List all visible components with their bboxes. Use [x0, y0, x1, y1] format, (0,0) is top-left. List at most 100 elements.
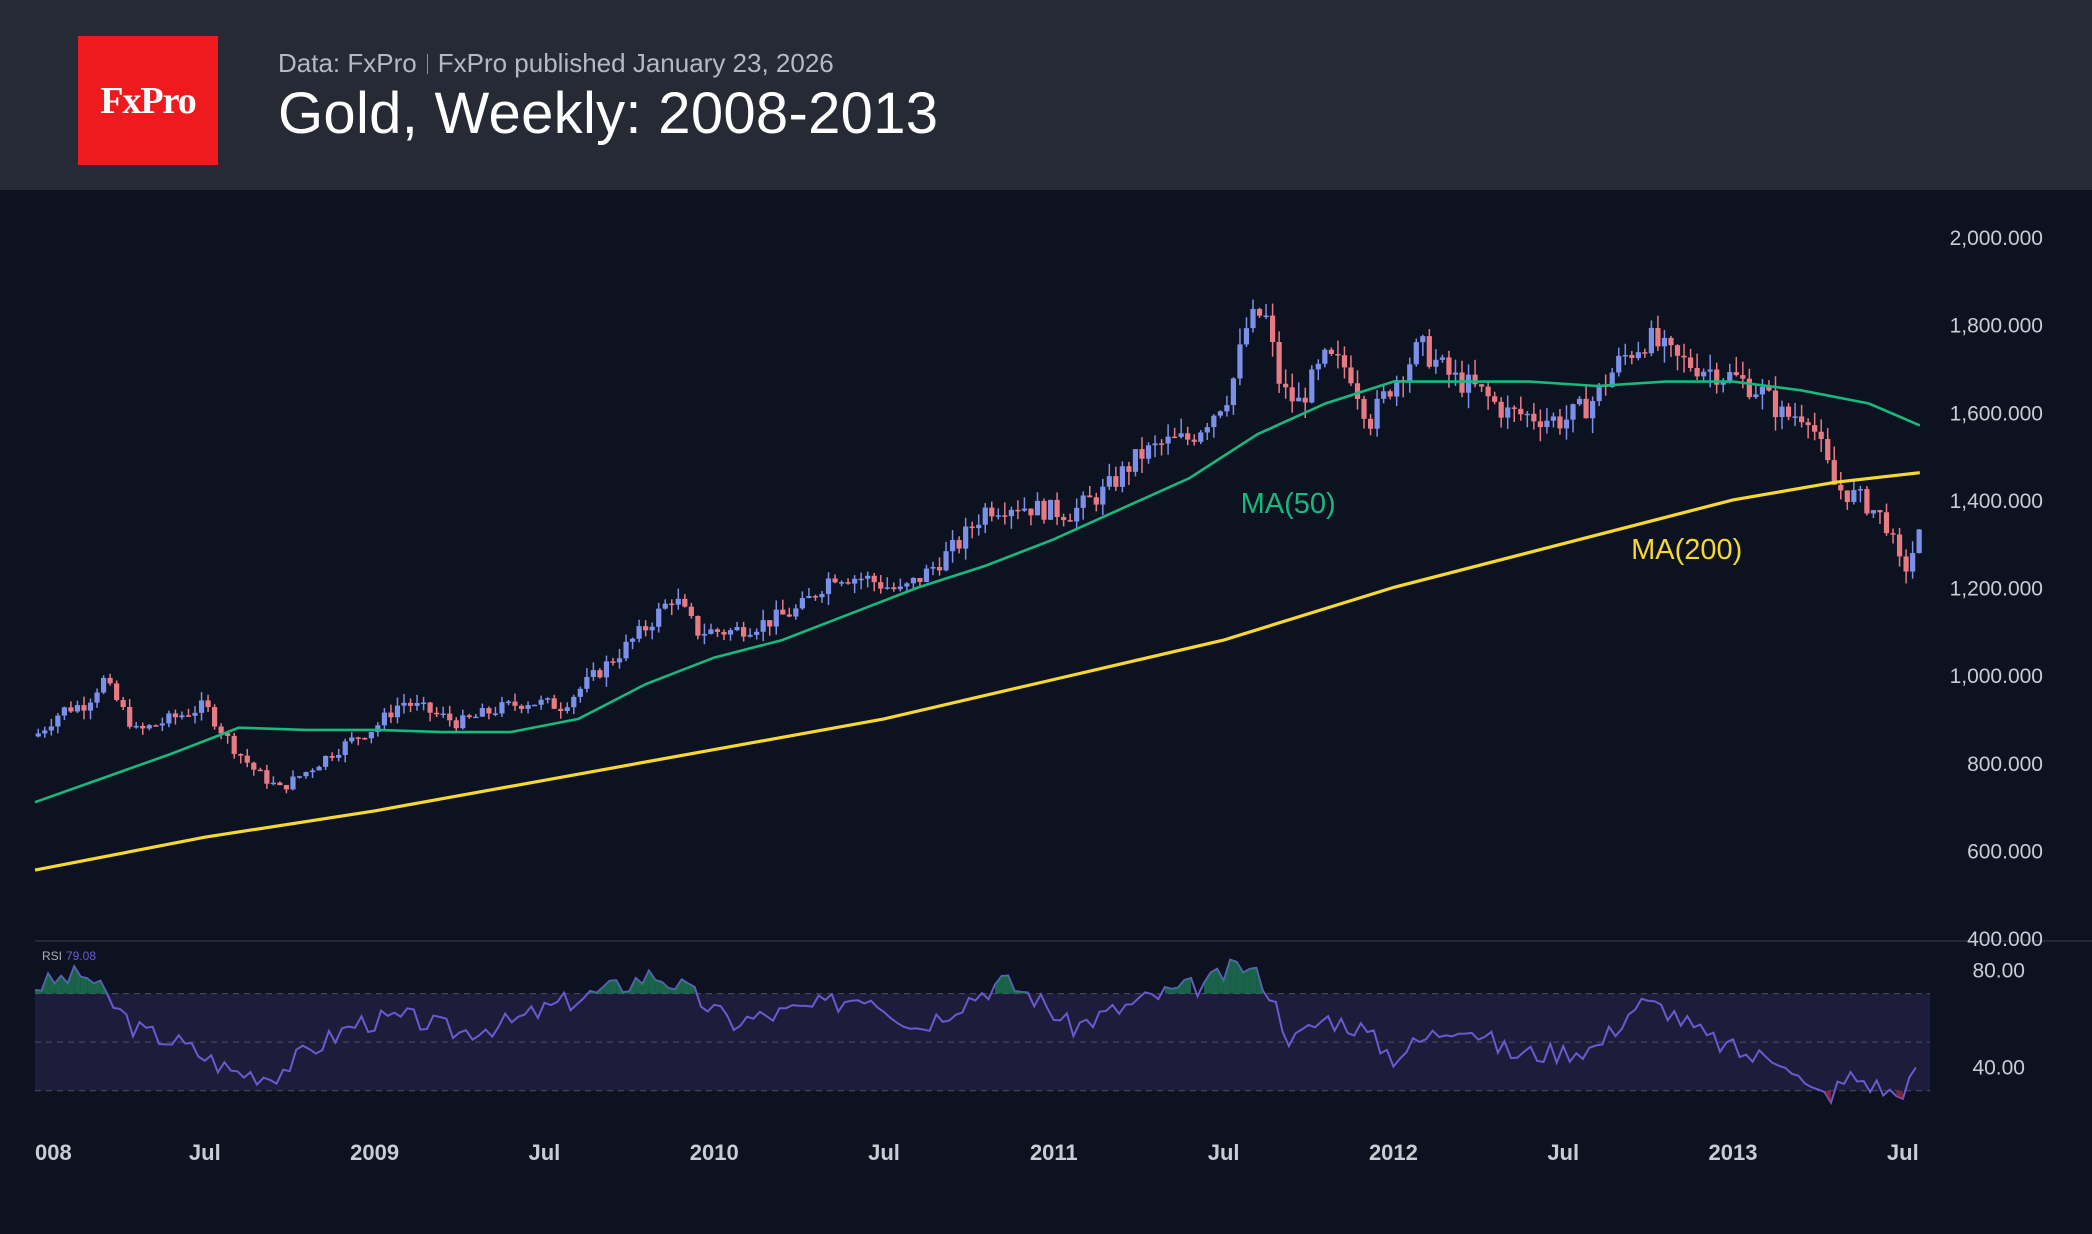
candle: [153, 724, 159, 727]
candle: [1420, 334, 1426, 357]
candle: [1034, 492, 1041, 516]
candle: [198, 692, 205, 721]
candle: [1021, 497, 1028, 512]
candle: [865, 571, 871, 588]
candle: [1132, 449, 1139, 477]
candle: [551, 694, 557, 710]
candle: [1381, 385, 1387, 404]
candle: [1008, 506, 1014, 529]
candle: [492, 706, 499, 717]
candle: [963, 517, 969, 560]
candle: [1687, 348, 1694, 372]
candle: [1067, 513, 1073, 522]
candle: [1270, 303, 1276, 357]
candle: [172, 709, 179, 725]
candle: [936, 557, 943, 576]
candle: [1563, 405, 1570, 440]
candle: [852, 575, 858, 594]
candle: [1498, 397, 1504, 428]
candle: [1838, 471, 1844, 500]
candle: [949, 530, 956, 563]
candle: [897, 578, 903, 592]
candle: [956, 536, 962, 554]
annotation-ma50: MA(50): [1241, 488, 1336, 520]
candle: [466, 713, 472, 719]
candle: [1890, 528, 1896, 544]
candle: [368, 731, 374, 744]
candle: [303, 771, 309, 779]
ma200-line: [34, 471, 1920, 872]
rsi-overbought-fill: [100, 980, 107, 994]
candle: [760, 609, 766, 642]
candle: [1772, 376, 1779, 431]
candle: [81, 696, 87, 720]
rsi-overbought-fill: [995, 976, 1002, 994]
candle: [727, 627, 734, 641]
candle: [878, 575, 884, 594]
annotation-ma200: MA(200): [1631, 534, 1742, 566]
candle: [61, 706, 67, 721]
candle: [1139, 437, 1145, 474]
candle: [1289, 373, 1295, 413]
candle: [1400, 376, 1406, 398]
rsi-overbought-fill: [1236, 961, 1244, 994]
candle: [127, 699, 133, 729]
published-date: FxPro published January 23, 2026: [437, 48, 834, 78]
candle: [1309, 365, 1315, 404]
rsi-overbought-fill: [1230, 959, 1237, 994]
candle: [832, 574, 838, 584]
candle: [146, 724, 152, 731]
candle: [309, 768, 316, 779]
candle: [1537, 409, 1543, 442]
candle: [1322, 348, 1328, 368]
rsi-line: [34, 958, 1917, 1106]
candle: [1158, 439, 1165, 456]
candle: [329, 752, 335, 762]
rsi-overbought-fill: [1217, 968, 1224, 994]
candle: [114, 680, 120, 702]
candle: [923, 564, 930, 583]
candle: [708, 623, 714, 635]
candle: [394, 697, 401, 724]
candle: [1119, 461, 1125, 493]
candle: [1896, 528, 1903, 567]
candle: [1341, 346, 1348, 379]
candle: [1753, 383, 1759, 399]
candle: [1531, 402, 1537, 430]
candle: [734, 621, 740, 632]
candle: [1642, 348, 1648, 358]
candle: [623, 634, 629, 662]
candle: [499, 696, 505, 717]
candle: [1080, 491, 1086, 520]
candle: [166, 710, 172, 728]
candle: [349, 732, 355, 744]
candle: [414, 694, 420, 711]
candle: [120, 696, 126, 711]
candle: [1296, 382, 1302, 402]
candle: [1178, 418, 1184, 439]
candle: [1348, 355, 1354, 386]
candle: [440, 706, 446, 719]
candle: [754, 628, 760, 640]
candle: [1629, 350, 1635, 365]
rsi-overbought-fill: [655, 980, 662, 994]
candle: [192, 706, 198, 724]
candle: [532, 704, 538, 707]
candle: [296, 775, 303, 779]
rsi-overbought-fill: [642, 970, 649, 994]
rsi-overbought-fill: [54, 975, 62, 994]
candle: [1074, 498, 1080, 531]
x-tick-label: 2011: [1030, 1140, 1078, 1165]
candle: [100, 675, 107, 695]
candle: [701, 623, 708, 645]
candles: [35, 299, 1922, 794]
candle: [767, 620, 773, 636]
candle: [976, 514, 982, 536]
candle: [721, 629, 727, 641]
candle: [1635, 341, 1641, 361]
rsi-overbought-fill: [681, 979, 689, 994]
candle: [812, 594, 819, 601]
rsi-overbought-fill: [80, 976, 88, 994]
candle: [244, 748, 250, 768]
